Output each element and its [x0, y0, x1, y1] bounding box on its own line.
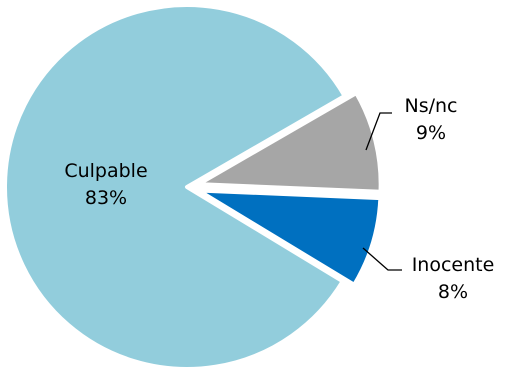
slice-category-label: Ns/nc	[404, 95, 457, 117]
leader-line	[365, 112, 392, 151]
pie-slice-culpable	[3, 3, 347, 371]
slice-category-label: Inocente	[412, 254, 495, 276]
pie-slice-inocente	[196, 188, 383, 287]
slice-category-label: Culpable	[64, 160, 147, 182]
slices-layer	[3, 3, 383, 371]
leader-lines-layer	[362, 112, 402, 271]
slice-value-label: 8%	[438, 281, 468, 303]
slice-value-label: 83%	[85, 187, 127, 209]
pie-slice-ns-nc	[196, 91, 383, 194]
leader-line	[362, 247, 402, 271]
slice-value-label: 9%	[416, 122, 446, 144]
labels-layer: Ns/nc 9% Inocente 8% Culpable 83%	[64, 95, 494, 303]
